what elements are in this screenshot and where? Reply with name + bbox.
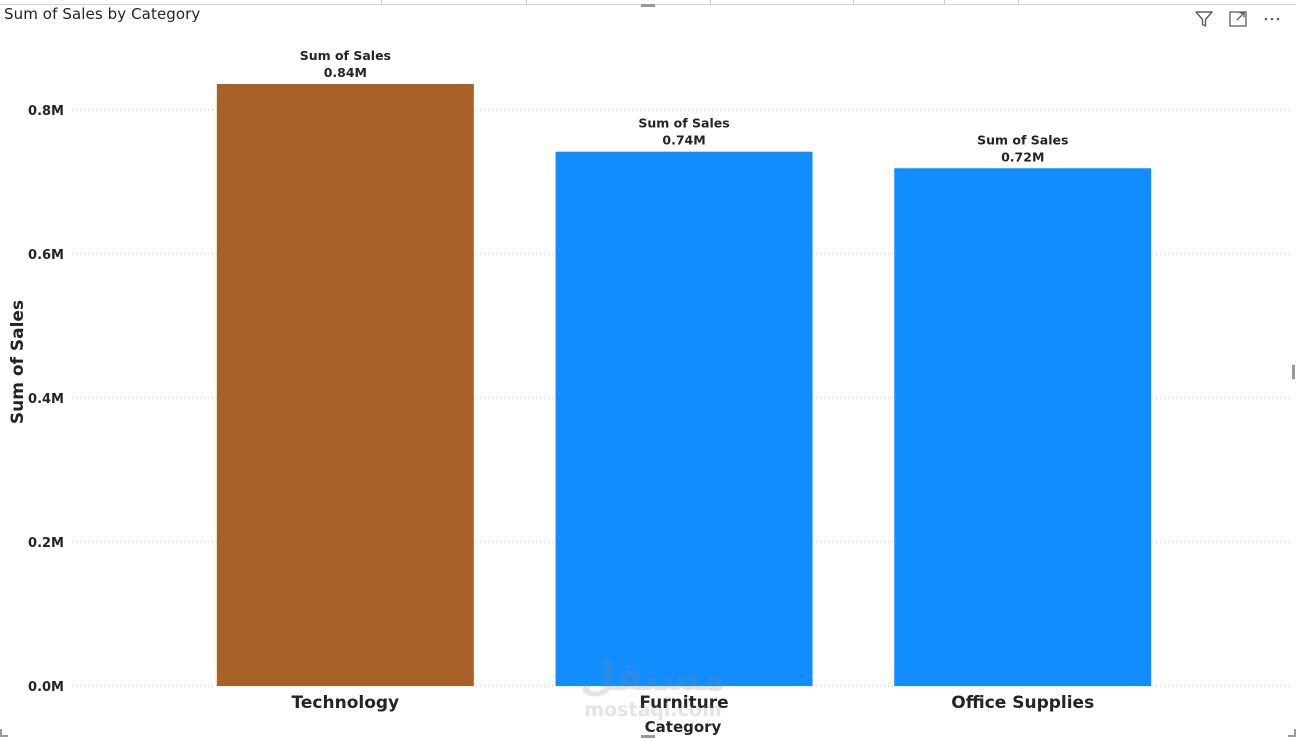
strip-divider [526,0,527,4]
strip-divider [1018,0,1019,4]
data-label-title: Sum of Sales [977,132,1068,147]
data-label-value: 0.74M [662,133,705,148]
y-tick-label: 0.6M [28,248,64,263]
data-label-title: Sum of Sales [300,48,391,63]
focus-mode-icon[interactable] [1228,9,1248,29]
x-tick-label: Furniture [639,693,728,713]
y-tick-label: 0.0M [28,680,64,695]
x-tick-label: Office Supplies [951,693,1094,713]
resize-handle-bottom[interactable] [641,735,655,738]
strip-divider [381,0,382,4]
bar-technology[interactable] [216,84,474,686]
visual-title: Sum of Sales by Category [4,5,201,23]
y-axis-title: Sum of Sales [8,300,28,424]
x-axis-title: Category [645,718,722,736]
data-label-value: 0.72M [1001,149,1044,164]
bar-furniture[interactable] [555,151,813,687]
strip-divider [710,0,711,4]
data-label-value: 0.84M [324,65,367,80]
y-axis-ticks: 0.0M 0.2M 0.4M 0.6M 0.8M [28,104,64,695]
bars [216,84,1152,687]
y-tick-label: 0.8M [28,104,64,119]
data-labels: Sum of Sales 0.84M Sum of Sales 0.74M Sum of… [300,48,1069,164]
bar-office-supplies[interactable] [894,168,1152,686]
resize-handle-top[interactable] [641,4,655,7]
more-options-icon[interactable] [1262,9,1282,29]
filter-icon[interactable] [1194,9,1214,29]
resize-handle-corner[interactable] [1288,729,1296,737]
resize-handle-corner[interactable] [0,729,8,737]
data-label-title: Sum of Sales [638,116,729,131]
strip-divider [944,0,945,4]
y-tick-label: 0.2M [28,536,64,551]
strip-divider [853,0,854,4]
x-axis-ticks: Technology Furniture Office Supplies [292,693,1095,713]
visual-header-icons [1194,9,1282,29]
y-tick-label: 0.4M [28,392,64,407]
x-tick-label: Technology [292,693,400,713]
resize-handle-right[interactable] [1292,365,1295,379]
